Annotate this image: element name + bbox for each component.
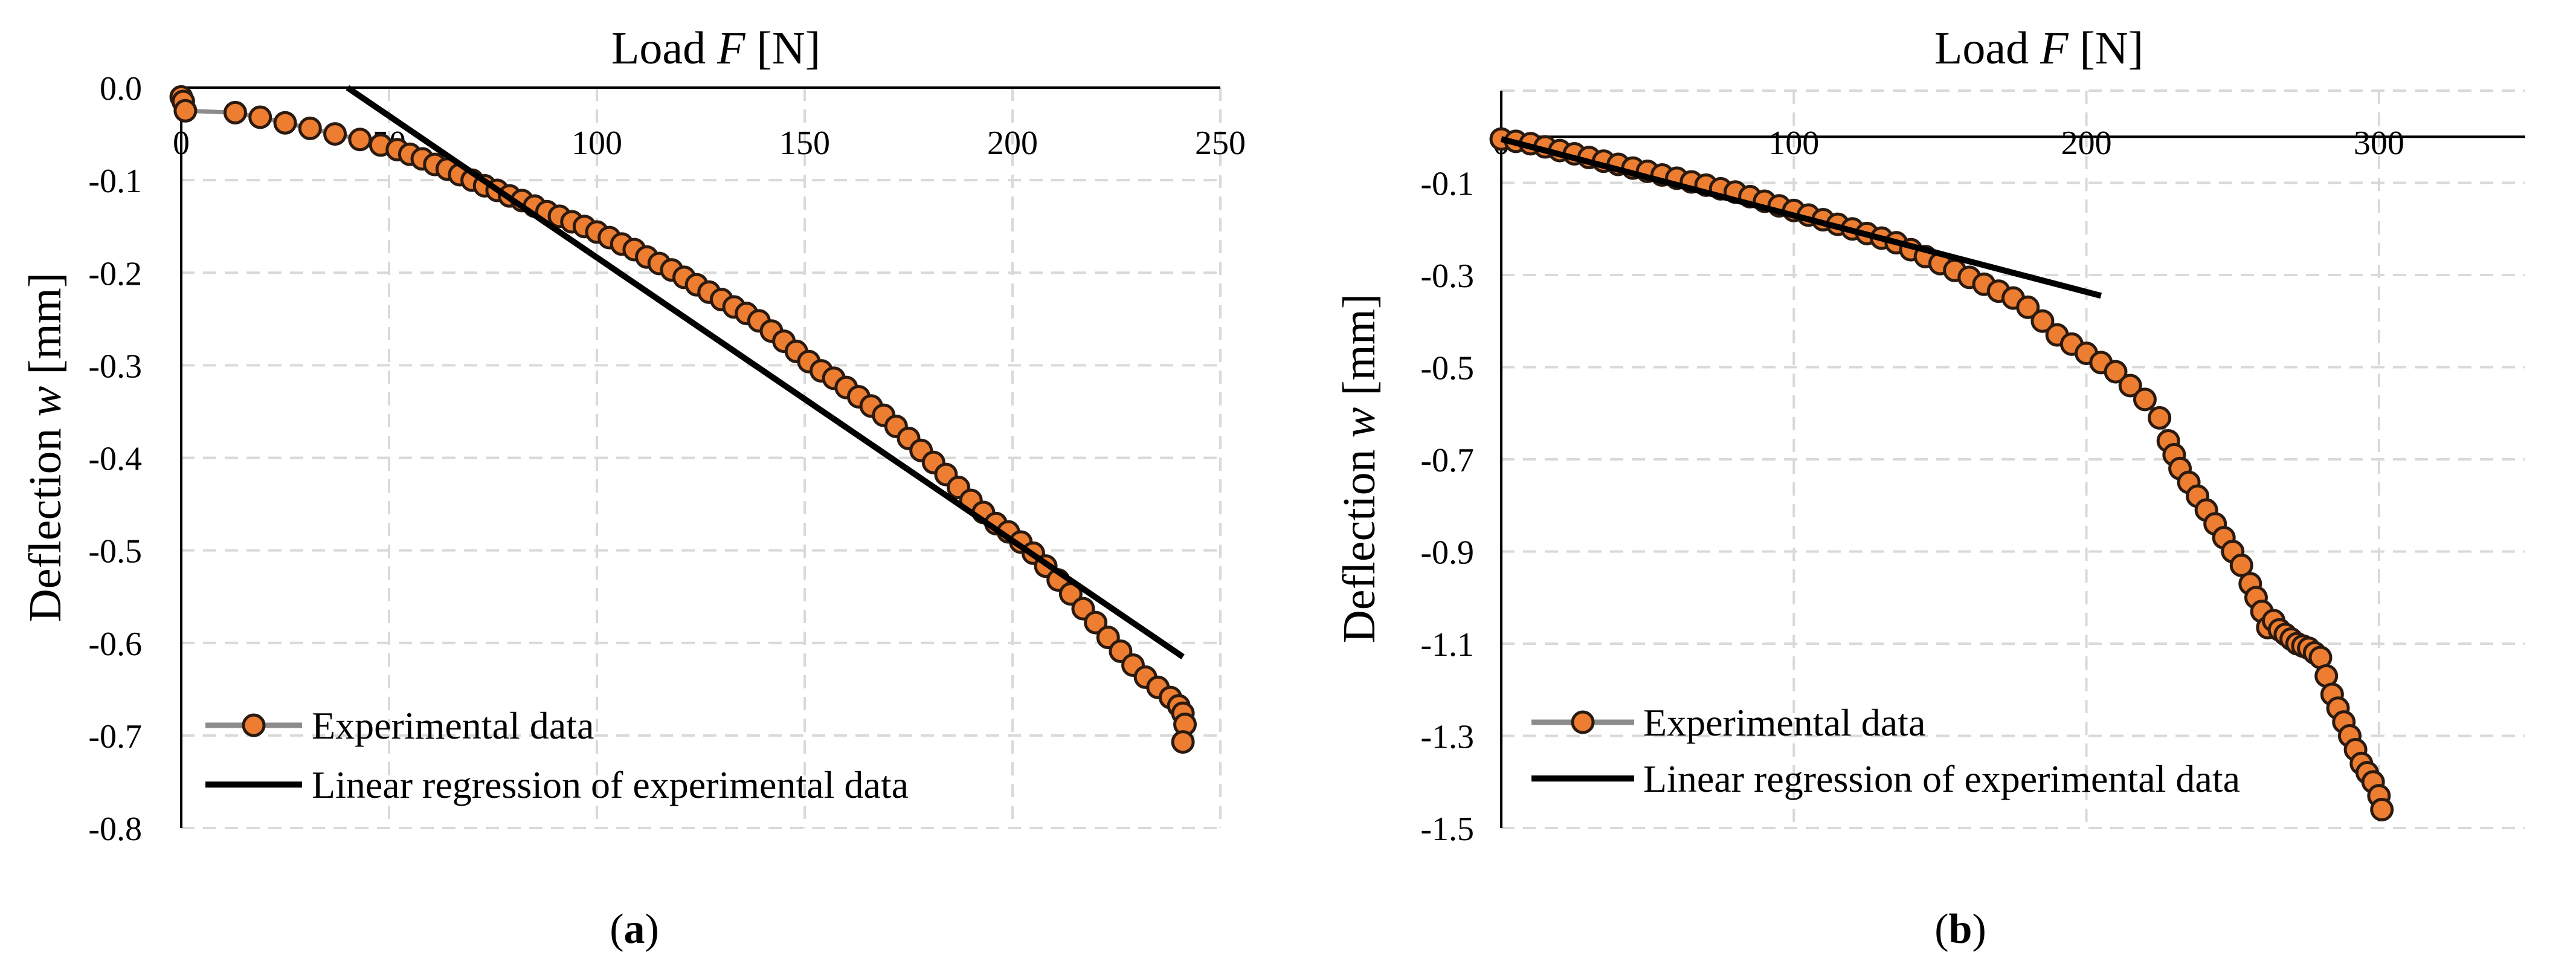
panel-label-b: (b) — [1934, 906, 1986, 953]
data-point — [248, 105, 272, 129]
x-tick-label: 250 — [1195, 125, 1246, 162]
data-point — [2030, 309, 2055, 333]
legend-label-experimental-a: Experimental data — [312, 704, 594, 747]
y-tick-labels-b: -0.1 -0.3 -0.5 -0.7 -0.9 -1.1 -1.3 -1.5 — [1420, 166, 1474, 849]
axes-a — [180, 86, 1220, 828]
data-point — [2118, 374, 2142, 398]
x-axis-title-b: Load F [N] — [1934, 23, 2143, 74]
y-tick-label: -0.7 — [1420, 442, 1474, 479]
y-tick-label: -0.1 — [88, 163, 142, 200]
regression-line-b — [1500, 136, 2102, 299]
x-tick-label: 200 — [987, 125, 1038, 162]
y-tick-label: -0.3 — [88, 348, 142, 385]
y-tick-label: -0.1 — [1420, 166, 1474, 203]
y-tick-label: -0.4 — [88, 441, 142, 478]
y-axis-title-a: Deflection w [mm] — [20, 273, 71, 622]
regression-line-a — [346, 85, 1185, 659]
series-a — [169, 85, 1197, 754]
chart-panel-b: 0100200300 -0.1-0.3-0.5-0.7-0.9-1.1-1.3-… — [1334, 23, 2525, 953]
y-tick-label: -0.7 — [88, 718, 142, 756]
series-line-experimental-b — [1501, 137, 2384, 811]
legend-item-regression-a: Linear regression of experimental data — [205, 763, 909, 806]
y-tick-label: -0.8 — [88, 811, 142, 848]
y-tick-label: -0.3 — [1420, 257, 1474, 295]
data-point — [2016, 295, 2040, 319]
legend-marker-experimental-b — [1571, 710, 1595, 734]
legend-marker-experimental-a — [242, 713, 266, 737]
y-tick-labels-a: 0.0 -0.1 -0.2 -0.3 -0.4 -0.5 -0.6 -0.7 -0.8 — [88, 70, 142, 848]
x-tick-label: 200 — [2061, 125, 2112, 162]
data-point — [323, 122, 347, 146]
chart-panel-a: 050100150200250 0.0-0.1-0.2-0.3-0.4-0.5-… — [20, 23, 1246, 953]
data-point — [2104, 360, 2128, 384]
legend-label-experimental-b: Experimental data — [1643, 701, 1925, 744]
x-tick-label: 150 — [779, 125, 830, 162]
data-point — [2370, 798, 2394, 821]
legend-label-regression-a: Linear regression of experimental data — [312, 763, 909, 806]
x-tick-label: 100 — [572, 125, 622, 162]
legend-label-regression-b: Linear regression of experimental data — [1643, 757, 2240, 800]
x-axis-title-a: Load F [N] — [611, 23, 820, 74]
series-line-experimental-a — [179, 95, 1188, 743]
y-tick-label: -0.2 — [88, 255, 142, 293]
data-point — [2133, 387, 2157, 412]
panel-label-a: (a) — [610, 906, 659, 953]
legend-item-regression-b: Linear regression of experimental data — [1531, 757, 2240, 800]
legend-b: Experimental data Linear regression of e… — [1531, 701, 2240, 800]
legend-item-experimental-b: Experimental data — [1531, 701, 1925, 744]
data-point — [2148, 406, 2172, 430]
data-point — [173, 99, 198, 123]
y-tick-label: -0.5 — [88, 533, 142, 571]
y-tick-label: -1.1 — [1420, 626, 1474, 664]
data-point — [273, 111, 297, 135]
data-point — [1084, 610, 1108, 635]
y-tick-label: -1.3 — [1420, 719, 1474, 756]
y-axis-title-b: Deflection w [mm] — [1334, 294, 1385, 643]
x-tick-labels-b: 0100200300 — [1493, 125, 2404, 162]
y-tick-label: -0.9 — [1420, 534, 1474, 572]
y-tick-label: -0.5 — [1420, 350, 1474, 387]
data-point — [348, 128, 372, 152]
series-b — [1489, 127, 2394, 821]
x-tick-label: 300 — [2354, 125, 2404, 162]
y-tick-label: -1.5 — [1420, 811, 1474, 848]
x-tick-label: 100 — [1768, 125, 1819, 162]
x-tick-label: 0 — [173, 125, 190, 162]
y-tick-label: -0.6 — [88, 626, 142, 663]
legend-a: Experimental data Linear regression of e… — [205, 704, 909, 806]
data-point — [1171, 730, 1195, 754]
axes-b — [1500, 91, 2525, 828]
gridlines-a — [181, 88, 1222, 829]
data-point — [223, 100, 247, 125]
data-point — [2229, 553, 2253, 577]
legend-item-experimental-a: Experimental data — [205, 704, 594, 747]
y-tick-label: 0.0 — [100, 70, 142, 108]
data-point — [298, 116, 322, 140]
